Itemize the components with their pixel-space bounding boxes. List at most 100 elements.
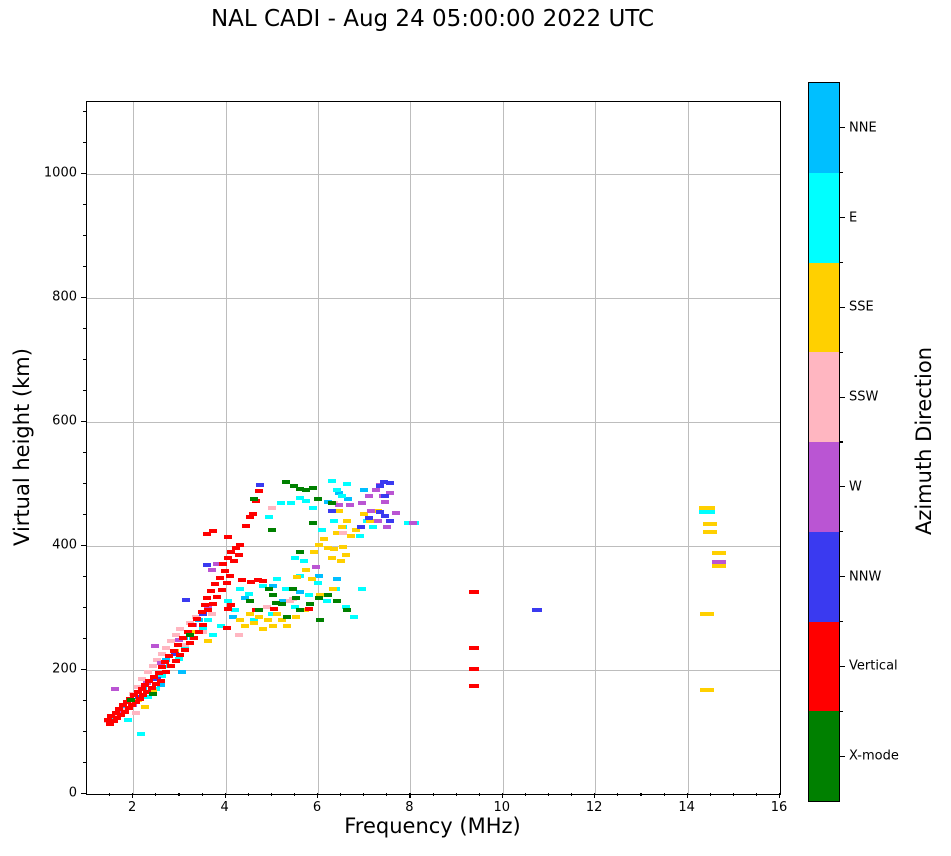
data-point-ssw [263,605,272,610]
data-point-sse [700,688,714,693]
data-point-e [208,633,217,638]
colorbar-segment-ssw [809,352,839,442]
data-point-ssw [339,530,348,535]
data-point-x-mode [289,483,298,488]
data-point-vertical [304,607,313,612]
data-point-vertical [113,716,122,721]
data-point-nnw [364,516,373,521]
data-point-e [230,608,239,613]
x-tick-label: 10 [493,800,511,815]
data-point-vertical [149,675,158,680]
data-point-x-mode [305,602,314,607]
data-point-vertical [220,568,229,573]
data-point-w [408,521,417,526]
data-point-x-mode [254,608,263,613]
colorbar-tick-label: W [849,479,862,495]
gridline-horizontal [87,297,780,299]
data-point-x-mode [272,601,281,606]
data-point-vertical [157,664,166,669]
data-point-vertical [213,594,222,599]
data-point-sse [264,617,273,622]
colorbar-boundary-tick [840,710,843,712]
data-point-x-mode [342,608,351,613]
data-point-x-mode [295,550,304,555]
data-point-ssw [157,651,166,656]
data-point-nne [333,577,342,582]
data-point-nnw [380,514,389,519]
data-point-e [341,605,350,610]
data-point-vertical [122,700,131,705]
data-point-w [374,518,383,523]
data-point-ssw [267,505,276,510]
colorbar-boundary-tick [840,531,843,533]
data-point-vertical [119,703,128,708]
data-point-x-mode [126,698,135,703]
x-tick-label: 14 [678,800,695,815]
data-point-sse [302,567,311,572]
data-point-vertical [117,712,126,717]
y-axis-label: Virtual height (km) [10,348,34,546]
data-point-x-mode [324,592,333,597]
data-point-nne [296,589,305,594]
data-point-w [712,560,727,565]
data-point-nne [268,583,277,588]
data-point-vertical [120,709,129,714]
data-point-nne [228,614,237,619]
x-tick-label: 6 [312,800,322,815]
data-point-ssw [143,670,152,675]
colorbar: NNE E SSE SSW W NNW Vertical X-mode [808,82,899,802]
y-tick-label: 600 [52,413,77,429]
data-point-sse [245,611,254,616]
data-point-nnw [531,607,542,612]
data-point-w [385,490,394,495]
data-point-sse [293,574,302,579]
data-point-w [204,605,213,610]
x-axis-label: Frequency (MHz) [344,814,521,838]
data-point-sse [310,549,319,554]
data-point-vertical [227,550,236,555]
gridline-vertical [225,102,227,794]
gridline-vertical [780,102,781,794]
data-point-vertical [171,658,180,663]
data-point-ssw [207,611,216,616]
data-point-e [369,524,378,529]
data-point-w [311,565,320,570]
gridline-vertical [502,102,504,794]
y-tick-label: 1000 [43,165,77,181]
data-point-e [317,528,326,533]
data-point-e [204,617,213,622]
data-point-e [300,559,309,564]
data-point-e [244,592,253,597]
data-point-vertical [109,718,118,723]
data-point-ssw [167,639,176,644]
data-point-nnw [182,597,191,602]
data-point-sse [330,547,339,552]
data-point-vertical [270,606,279,611]
data-point-vertical [236,543,245,548]
data-point-x-mode [281,480,290,485]
data-point-vertical [156,678,165,683]
colorbar-segment-sse [809,262,839,353]
chart-title: NAL CADI - Aug 24 05:00:00 2022 UTC [210,6,655,32]
gridline-horizontal [87,545,780,547]
data-point-sse [316,592,325,597]
data-point-sse [204,639,213,644]
data-point-e [198,627,207,632]
data-point-x-mode [268,592,277,597]
data-point-vertical [204,608,213,613]
y-tick-label: 800 [52,289,77,305]
data-point-sse [338,524,347,529]
data-point-e [357,587,366,592]
data-point-sse [337,559,346,564]
data-point-sse [314,543,323,548]
gridline-horizontal [87,173,780,175]
data-point-nnw [385,518,394,523]
data-point-nne [241,596,249,601]
data-point-w [391,511,400,516]
gridline-vertical [318,102,319,794]
data-point-e [355,534,364,539]
data-point-e [216,623,225,628]
colorbar-tick-label: E [849,210,858,226]
colorbar-boundary-tick [840,441,843,443]
